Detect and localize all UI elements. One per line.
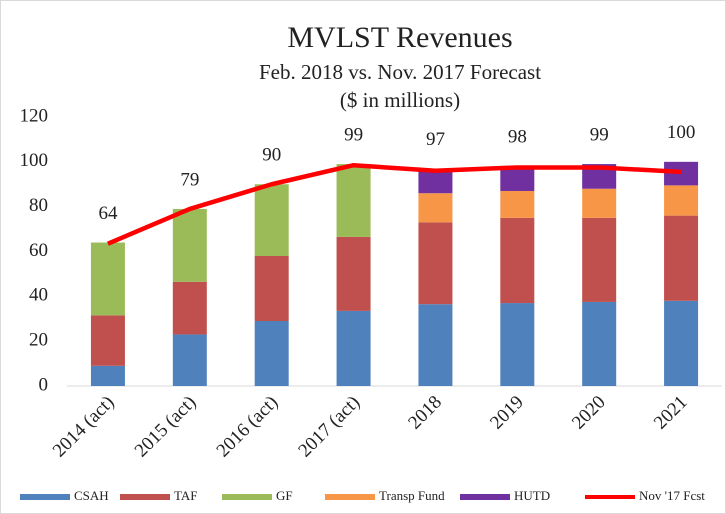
legend-swatch xyxy=(20,494,70,500)
total-label: 97 xyxy=(426,129,445,150)
legend-label: HUTD xyxy=(514,488,550,503)
y-tick-label: 40 xyxy=(29,285,48,306)
axis-label: ($ in millions) xyxy=(340,88,460,112)
y-tick-label: 20 xyxy=(29,330,48,351)
legend-label: Transp Fund xyxy=(379,488,445,503)
bar-segment xyxy=(664,185,699,216)
bar-segment xyxy=(418,193,453,223)
bar-segment xyxy=(172,334,207,386)
legend-label: TAF xyxy=(174,488,198,503)
bar-segment xyxy=(336,310,371,386)
bar-segment xyxy=(418,222,453,305)
total-label: 99 xyxy=(590,124,609,145)
line-series xyxy=(107,162,682,246)
bar-segment xyxy=(254,255,289,321)
total-label: 100 xyxy=(667,122,696,143)
legend-swatch xyxy=(120,494,170,500)
bar-segment xyxy=(254,320,289,386)
y-tick-label: 120 xyxy=(20,105,49,126)
total-label: 90 xyxy=(262,145,281,166)
y-tick-label: 100 xyxy=(20,150,49,171)
chart-title: MVLST Revenues xyxy=(287,21,512,54)
bar-segment xyxy=(500,217,535,304)
y-tick-label: 80 xyxy=(29,195,48,216)
bar-segment xyxy=(582,217,617,302)
legend-label: Nov '17 Fcst xyxy=(639,488,705,503)
bar-segment xyxy=(500,303,535,386)
bar-segment xyxy=(664,215,699,301)
y-tick-label: 60 xyxy=(29,240,48,261)
bar-segment xyxy=(336,236,371,311)
bar-segment xyxy=(500,190,535,218)
bar-segment xyxy=(582,301,617,386)
bar-segment xyxy=(90,315,125,366)
legend-swatch xyxy=(222,494,272,500)
bar-segment xyxy=(500,166,535,191)
bar-segment xyxy=(664,161,699,186)
legend-label: CSAH xyxy=(74,488,109,503)
legend-swatch xyxy=(460,494,510,500)
total-label: 79 xyxy=(180,169,199,190)
bar-segment xyxy=(90,242,125,316)
bar-segment xyxy=(664,300,699,386)
bar-segment xyxy=(336,164,371,237)
chart-subtitle: Feb. 2018 vs. Nov. 2017 Forecast xyxy=(259,60,541,84)
bar-segment xyxy=(582,188,617,218)
bar-segment xyxy=(418,304,453,386)
legend-swatch xyxy=(325,494,375,500)
total-label: 99 xyxy=(344,124,363,145)
bar-segment xyxy=(172,281,207,335)
bar-segment xyxy=(172,208,207,282)
total-label: 98 xyxy=(508,127,527,148)
bar-segment xyxy=(254,184,289,256)
y-tick-label: 0 xyxy=(39,374,49,395)
bar-segment xyxy=(90,365,125,386)
total-label: 64 xyxy=(98,203,118,224)
legend-label: GF xyxy=(276,488,293,503)
